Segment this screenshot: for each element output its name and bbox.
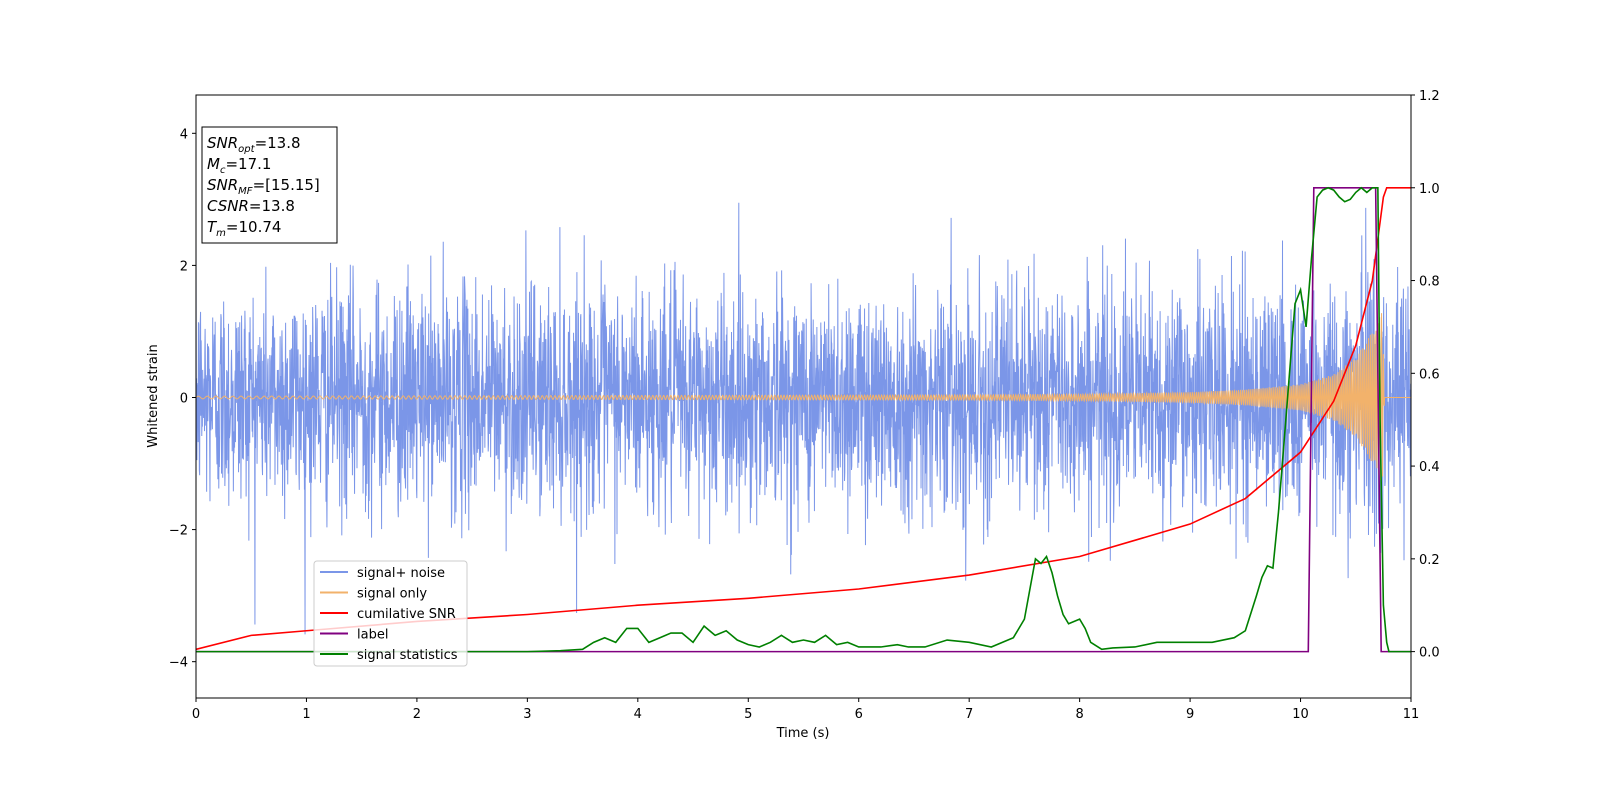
legend: signal+ noise signal only cumilative SNR la… [313, 560, 468, 667]
y-tick-label: 2 [180, 259, 188, 274]
x-tick-label: 7 [965, 707, 973, 722]
y2-tick-label: 0.6 [1419, 367, 1440, 382]
y-tick-label: 4 [180, 127, 188, 142]
x-tick-label: 2 [413, 707, 421, 722]
series-signal-noise-line [196, 202, 1411, 635]
series-signal-statistics-line [196, 186, 1411, 653]
legend-label: signal+ noise [357, 566, 445, 581]
legend-frame [313, 560, 468, 667]
legend-label: signal statistics [357, 648, 458, 663]
y2-tick-label: 0.2 [1419, 553, 1440, 568]
plot-frame [195, 94, 1412, 699]
info-box-line: CSNR=13.8 [207, 197, 295, 215]
x-axis-label: Time (s) [776, 726, 830, 741]
x-tick-label: 9 [1186, 707, 1194, 722]
x-tick-label: 4 [634, 707, 642, 722]
series-signal-only-line [196, 313, 1411, 480]
x-tick-label: 6 [855, 707, 863, 722]
x-tick-label: 3 [523, 707, 531, 722]
series-label-line [196, 186, 1411, 653]
x-tick-label: 0 [192, 707, 200, 722]
y2-tick-label: 1.0 [1419, 182, 1440, 197]
y2-tick-label: 1.2 [1419, 89, 1440, 104]
info-box-frame [201, 126, 338, 244]
x-tick-label: 1 [302, 707, 310, 722]
x-tick-label: 8 [1075, 707, 1083, 722]
info-box-line: Tm=10.74 [207, 218, 281, 239]
info-box-line: SNRMF=[15.15] [207, 176, 320, 197]
y2-tick-label: 0.8 [1419, 275, 1440, 290]
y-tick-label: −4 [169, 656, 188, 671]
legend-label: label [357, 628, 388, 643]
y-axis-label: Whitened strain [146, 344, 161, 447]
legend-label: cumilative SNR [357, 607, 456, 622]
info-box: SNRopt=13.8Mc=17.1SNRMF=[15.15]CSNR=13.8… [201, 126, 338, 244]
legend-label: signal only [357, 587, 427, 602]
info-box-line: SNRopt=13.8 [207, 134, 301, 155]
y2-tick-label: 0.4 [1419, 460, 1440, 475]
x-tick-label: 10 [1292, 707, 1309, 722]
info-box-line: Mc=17.1 [207, 155, 271, 176]
axes: 0 1 2 3 4 5 6 7 8 9 10 11 4 2 0 −2 −4 1.2 1.0 0.8 0.6 0.4 0.2 0… [169, 89, 1440, 722]
x-tick-label: 5 [744, 707, 752, 722]
y-tick-label: −2 [169, 524, 188, 539]
x-tick-label: 11 [1403, 707, 1420, 722]
y2-tick-label: 0.0 [1419, 646, 1440, 661]
y-tick-label: 0 [180, 391, 188, 406]
